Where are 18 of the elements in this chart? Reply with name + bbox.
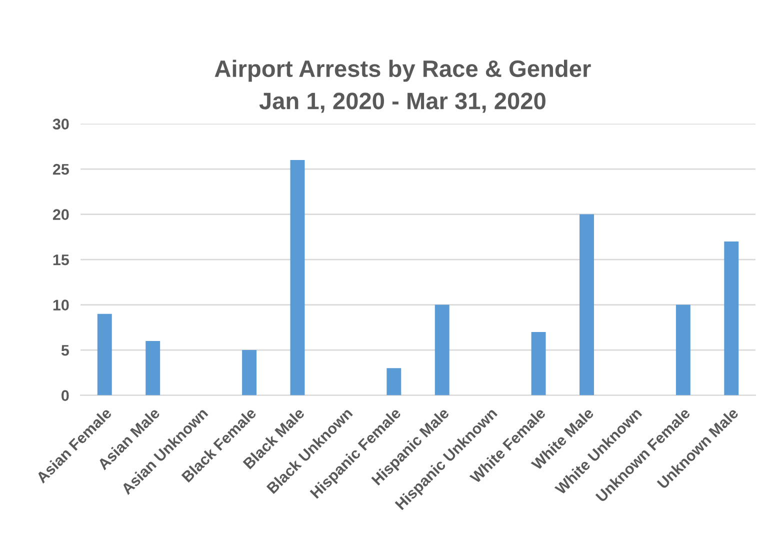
bar [242,350,257,396]
y-tick-label: 10 [53,300,69,310]
bar [386,368,402,396]
bar [676,304,690,396]
bar [434,304,450,396]
y-tick-label: 20 [52,209,69,220]
y-tick-label: 25 [52,164,69,175]
y-tick-label: 5 [61,345,69,356]
chart-title: Airport Arrests by Race & Gender Jan 1, 2020 - Mar 31, 2020 [214,60,591,113]
bar [580,214,594,396]
y-tick-label: 15 [53,254,69,266]
y-tick-label: 30 [52,118,69,130]
bar [531,332,546,396]
bar [724,241,739,396]
bar [290,160,305,396]
bar [146,341,160,396]
bar [97,314,112,396]
y-tick-label: 0 [62,390,69,401]
